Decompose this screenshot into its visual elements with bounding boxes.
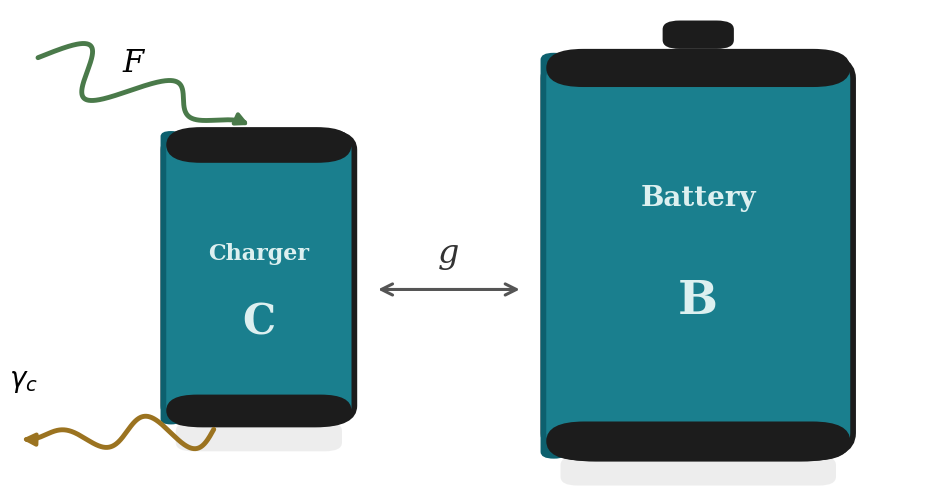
FancyBboxPatch shape — [176, 422, 342, 451]
FancyBboxPatch shape — [546, 54, 850, 459]
FancyBboxPatch shape — [166, 132, 352, 425]
Text: g: g — [438, 237, 460, 269]
FancyBboxPatch shape — [166, 128, 352, 163]
Text: F: F — [123, 48, 143, 79]
FancyBboxPatch shape — [161, 129, 357, 427]
Text: C: C — [242, 301, 276, 343]
Text: B: B — [678, 277, 718, 323]
FancyBboxPatch shape — [560, 456, 836, 486]
Text: Battery: Battery — [640, 184, 756, 211]
FancyBboxPatch shape — [546, 50, 850, 88]
Text: $\gamma_c$: $\gamma_c$ — [10, 367, 38, 394]
FancyBboxPatch shape — [541, 54, 567, 459]
FancyBboxPatch shape — [161, 132, 181, 425]
FancyBboxPatch shape — [166, 395, 352, 427]
FancyBboxPatch shape — [541, 51, 856, 462]
FancyBboxPatch shape — [546, 422, 850, 461]
FancyBboxPatch shape — [663, 21, 733, 50]
Text: Charger: Charger — [208, 243, 310, 264]
